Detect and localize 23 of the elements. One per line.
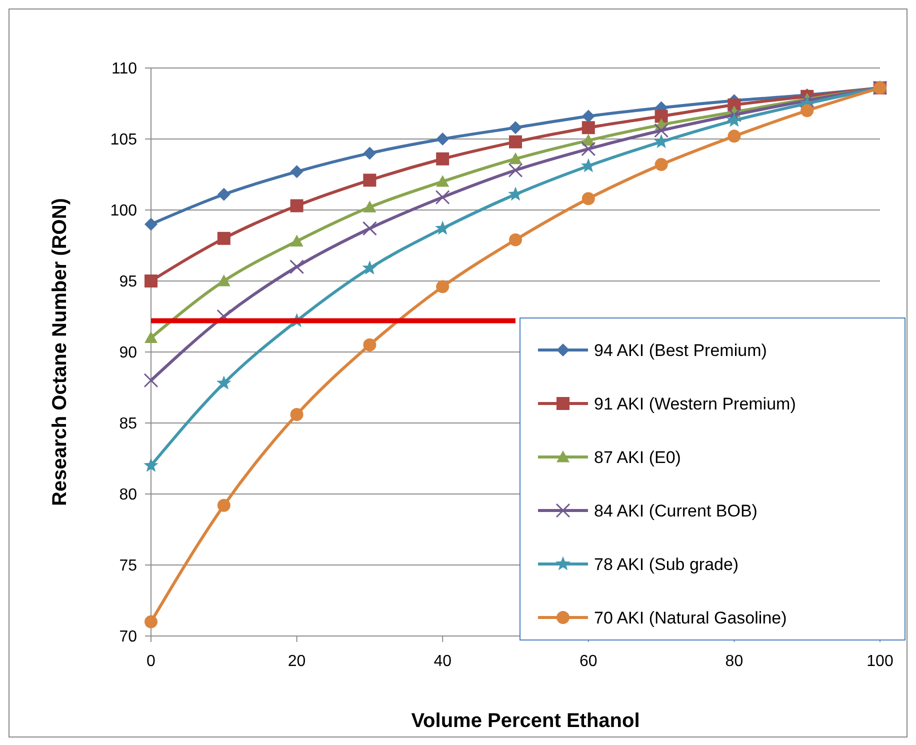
x-tick-label: 60 [580,653,598,670]
y-tick-label: 95 [119,274,138,291]
y-tick-label: 105 [110,132,138,149]
y-tick-label: 110 [111,60,138,78]
y-tick-label: 75 [119,558,138,575]
legend-label: 84 AKI (Current BOB) [594,501,758,520]
y-tick-label: 85 [119,416,138,433]
x-tick-label: 40 [434,653,452,670]
legend-label: 87 AKI (E0) [594,448,681,467]
x-tick-label: 0 [146,653,156,670]
legend-label: 91 AKI (Western Premium) [594,394,796,414]
y-tick-label: 100 [110,202,138,220]
x-axis-title: Volume Percent Ethanol [411,710,640,732]
legend-label: 70 AKI (Natural Gasoline) [594,608,787,628]
y-tick-label: 70 [119,628,138,646]
x-tick-label: 100 [866,653,894,670]
x-tick-label: 20 [288,653,306,670]
x-tick-label: 80 [725,653,744,670]
legend-label: 78 AKI (Sub grade) [594,554,739,574]
y-axis-title: Research Octane Number (RON) [49,198,71,506]
y-tick-label: 90 [119,344,138,362]
legend-label: 94 AKI (Best Premium) [594,340,767,360]
y-tick-label: 80 [119,486,138,504]
